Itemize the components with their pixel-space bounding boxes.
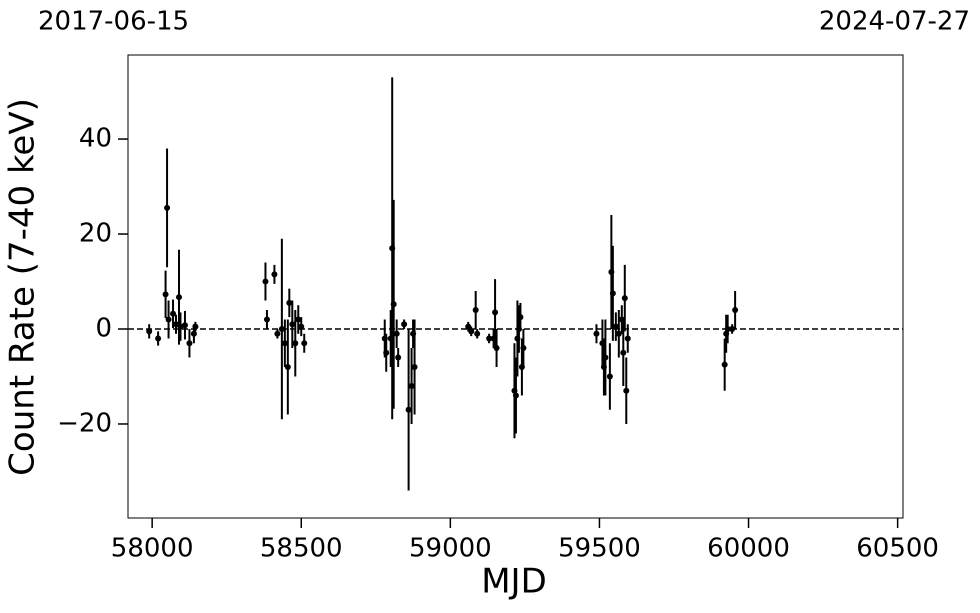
x-tick-label: 60000 <box>707 534 790 564</box>
data-point <box>155 335 162 342</box>
data-point <box>393 330 400 337</box>
x-tick-label: 60500 <box>856 534 939 564</box>
data-point <box>263 316 270 323</box>
data-point <box>493 344 500 351</box>
corner-date-right: 2024-07-27 <box>819 7 970 37</box>
y-tick-label: 0 <box>95 314 112 344</box>
data-point <box>262 278 269 285</box>
data-point <box>192 323 199 330</box>
x-axis-label: MJD <box>481 562 547 602</box>
data-point <box>301 340 308 347</box>
data-point <box>181 322 188 329</box>
data-point <box>612 323 619 330</box>
data-point <box>621 295 628 302</box>
data-point <box>383 349 390 356</box>
data-point <box>609 290 616 297</box>
data-point <box>729 326 736 333</box>
data-point <box>175 294 182 301</box>
y-tick-label: 40 <box>79 124 112 154</box>
data-point <box>390 301 397 308</box>
data-point <box>401 321 408 328</box>
data-point <box>486 335 493 342</box>
data-point <box>165 316 172 323</box>
data-point <box>281 340 288 347</box>
data-point <box>408 382 415 389</box>
data-point <box>517 314 524 321</box>
data-point <box>405 406 412 413</box>
data-point <box>298 323 305 330</box>
data-point <box>295 316 302 323</box>
x-tick-label: 58000 <box>111 534 194 564</box>
y-axis-label: Count Rate (7-40 keV) <box>3 98 43 476</box>
data-point <box>602 354 609 361</box>
data-point <box>721 361 728 368</box>
data-point <box>186 340 193 347</box>
y-tick-label: 20 <box>79 219 112 249</box>
data-point <box>411 363 418 370</box>
data-point <box>278 326 285 333</box>
corner-date-left: 2017-06-15 <box>38 7 189 37</box>
data-point <box>395 354 402 361</box>
data-point <box>492 309 499 316</box>
data-point <box>465 323 472 330</box>
data-point <box>286 299 293 306</box>
data-point <box>623 387 630 394</box>
data-point <box>520 344 527 351</box>
data-point <box>162 291 169 298</box>
data-point <box>593 330 600 337</box>
data-point <box>615 330 622 337</box>
data-point <box>292 340 299 347</box>
data-point <box>606 373 613 380</box>
x-tick-label: 58500 <box>260 534 343 564</box>
data-point <box>472 307 479 314</box>
data-point <box>173 321 180 328</box>
data-point <box>164 204 171 211</box>
data-point <box>289 321 296 328</box>
data-point <box>170 310 177 317</box>
data-point <box>284 363 291 370</box>
data-point <box>624 335 631 342</box>
data-point <box>512 392 519 399</box>
data-point <box>271 271 278 278</box>
data-point <box>146 328 153 335</box>
x-tick-label: 59000 <box>409 534 492 564</box>
data-point <box>724 326 731 333</box>
data-point <box>732 307 739 314</box>
data-point <box>274 330 281 337</box>
data-point <box>474 330 481 337</box>
plot-frame <box>127 54 904 519</box>
data-point <box>620 349 627 356</box>
data-point <box>190 330 197 337</box>
data-point <box>468 328 475 335</box>
y-tick-label: −20 <box>57 408 112 438</box>
x-tick-label: 59500 <box>558 534 641 564</box>
